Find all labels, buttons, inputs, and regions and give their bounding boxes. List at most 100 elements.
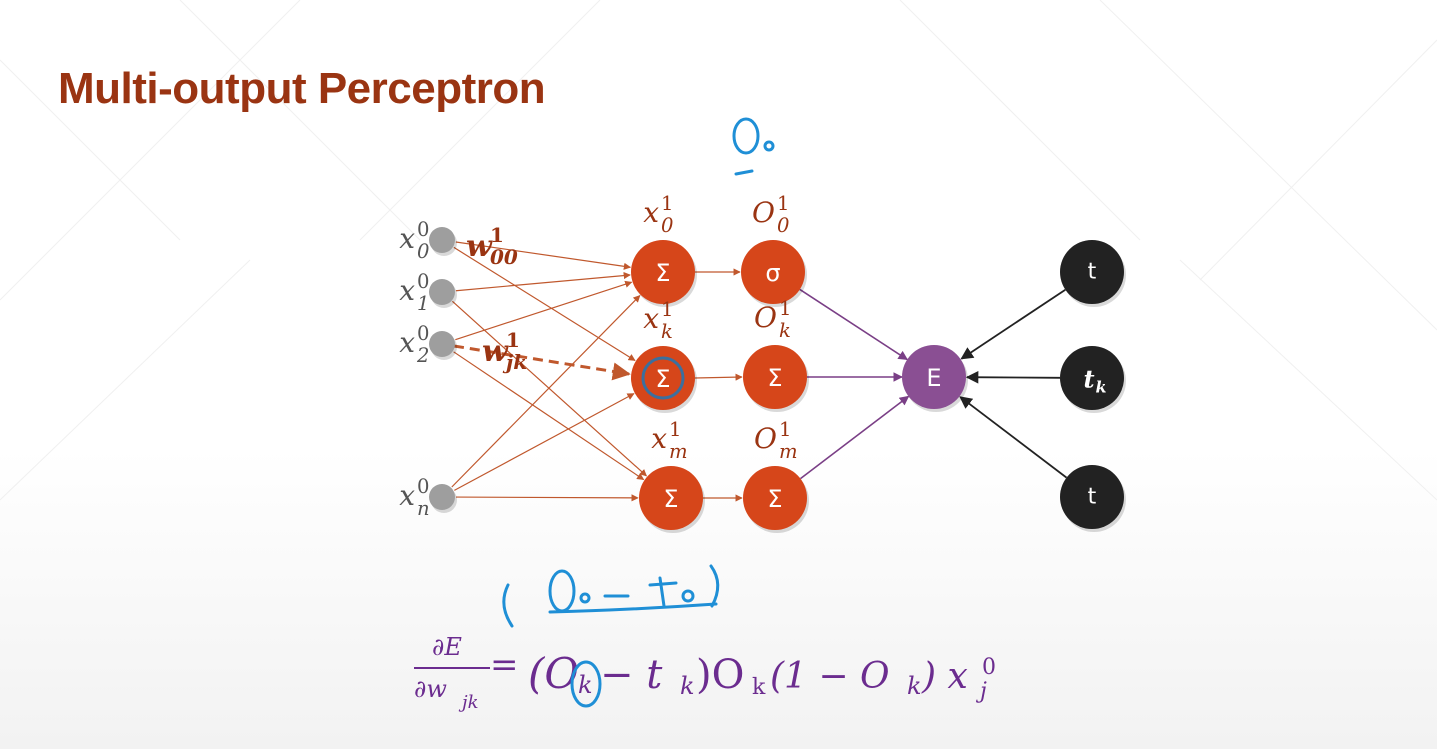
sum-node-label-0: x 10 [643, 192, 673, 237]
input-label-0: x 00 [399, 218, 429, 263]
formula-equals: = [490, 645, 519, 685]
input-label-1-base: x [399, 274, 415, 307]
act-node-2 [743, 466, 807, 530]
edge-input-0-sum-0 [455, 241, 632, 270]
sum-node-symbol-0: Σ [655, 259, 670, 287]
target-node-symbol-2: t [1088, 485, 1097, 510]
target-node-2 [1060, 465, 1124, 529]
input-label-2-sub: 2 [416, 344, 429, 367]
input-label-0-sub: 0 [417, 240, 429, 263]
sum-node-label-0-sub: 0 [661, 214, 673, 237]
slide-title: Multi-output Perceptron [58, 64, 546, 113]
edge-act-error-0 [799, 288, 909, 361]
formula-one-minus-o: (1 − O [770, 656, 890, 697]
sum-node-label-2-sup: 1 [669, 418, 681, 441]
input-label-2-base: x [399, 326, 415, 359]
target-node-symbol-0: t [1088, 260, 1097, 285]
act-node-symbol-0: σ [765, 259, 780, 287]
handwritten-mid-note [502, 564, 720, 628]
edge-input-3-sum-1 [454, 393, 635, 491]
formula-sub-k2: k [680, 672, 695, 700]
act-node-label-2: O 1m [754, 418, 798, 463]
act-node-label-2-sup: 1 [779, 418, 791, 441]
weight-label-jk-base: w [482, 334, 509, 369]
formula-x-sub: j [975, 679, 987, 704]
sum-node-symbol-1: Σ [655, 365, 670, 393]
act-node-label-1-base: O [754, 301, 777, 334]
formula-close-o: )O [696, 652, 744, 698]
sum-node-label-1-base: x [643, 302, 659, 335]
sum-node-label-2: x 1m [651, 418, 687, 463]
sum-node-1 [631, 346, 695, 410]
handwritten-k-circle [570, 660, 602, 708]
act-node-label-0-sub: 0 [777, 214, 789, 237]
target-node-0 [1060, 240, 1124, 304]
weight-label-00-sup: 1 [490, 223, 504, 247]
input-node-1 [429, 279, 455, 305]
formula-sub-k4: k [907, 672, 922, 700]
edge-weight-jk [453, 344, 631, 381]
formula-lhs-numerator: ∂E [432, 633, 462, 661]
act-node-label-1-sup: 1 [779, 297, 791, 320]
act-node-label-0-sup: 1 [777, 192, 789, 215]
edge-input-0-sum-1 [453, 246, 636, 362]
input-label-1-sub: 1 [417, 292, 429, 315]
input-label-3-sup: 0 [417, 475, 429, 498]
edges-layer [451, 241, 1068, 502]
formula-lhs-den-sub: jk [458, 692, 479, 713]
edge-input-1-sum-2 [452, 300, 648, 477]
sum-node-label-1-sup: 1 [661, 298, 673, 321]
edge-target-error-0 [960, 288, 1066, 360]
sum-node-label-1-sub: k [661, 320, 673, 343]
act-node-symbol-2: Σ [767, 485, 782, 513]
formula-x-sup: 0 [982, 655, 996, 680]
input-node-3 [429, 484, 455, 510]
weight-label-jk-sup: 1 [506, 328, 520, 352]
edge-input-2-sum-2 [453, 351, 645, 481]
edge-sum-act-1 [694, 373, 743, 381]
sum-node-label-1: x 1k [643, 298, 673, 343]
sum-node-label-2-base: x [651, 422, 667, 455]
input-label-1: x 01 [399, 270, 429, 315]
input-label-2: x 02 [399, 322, 429, 367]
weight-label-jk-sub: jk [502, 350, 527, 374]
handwritten-top-note [732, 117, 775, 176]
act-node-label-0: O 10 [752, 192, 789, 237]
sum-node-label-0-sup: 1 [661, 192, 673, 215]
target-node-sub-1: k [1095, 378, 1106, 397]
target-node-1 [1060, 346, 1124, 410]
edge-input-2-sum-0 [455, 280, 633, 341]
weight-label-00-base: w [466, 229, 493, 264]
formula-minus-t: − t [600, 652, 663, 698]
input-label-1-sup: 0 [417, 270, 429, 293]
weight-label-00-sub: 00 [490, 245, 518, 269]
sum-node-symbol-2: Σ [663, 485, 678, 513]
act-node-1 [743, 345, 807, 409]
act-node-label-2-base: O [754, 422, 777, 455]
input-node-0 [429, 227, 455, 253]
sum-node-0 [631, 240, 695, 304]
nodes-layer [429, 227, 1126, 533]
input-label-2-sup: 0 [417, 322, 429, 345]
target-node-symbol-1: t [1083, 365, 1094, 394]
formula-lhs-denominator: ∂w [414, 675, 447, 703]
formula-open-o: (O [528, 649, 579, 698]
edge-target-error-1 [965, 370, 1061, 384]
act-node-0 [741, 240, 805, 304]
edge-input-1-sum-0 [455, 271, 631, 292]
input-label-3: x 0n [399, 475, 429, 520]
error-node-symbol: E [926, 364, 941, 392]
edge-act-error-2 [799, 395, 910, 480]
formula-sub-k1: k [578, 671, 593, 699]
input-node-2 [429, 331, 455, 357]
input-label-3-base: x [399, 479, 415, 512]
sum-node-label-0-base: x [643, 196, 659, 229]
error-node [902, 345, 966, 409]
act-node-label-2-sub: m [779, 440, 798, 463]
formula-x: ) x [921, 656, 968, 697]
